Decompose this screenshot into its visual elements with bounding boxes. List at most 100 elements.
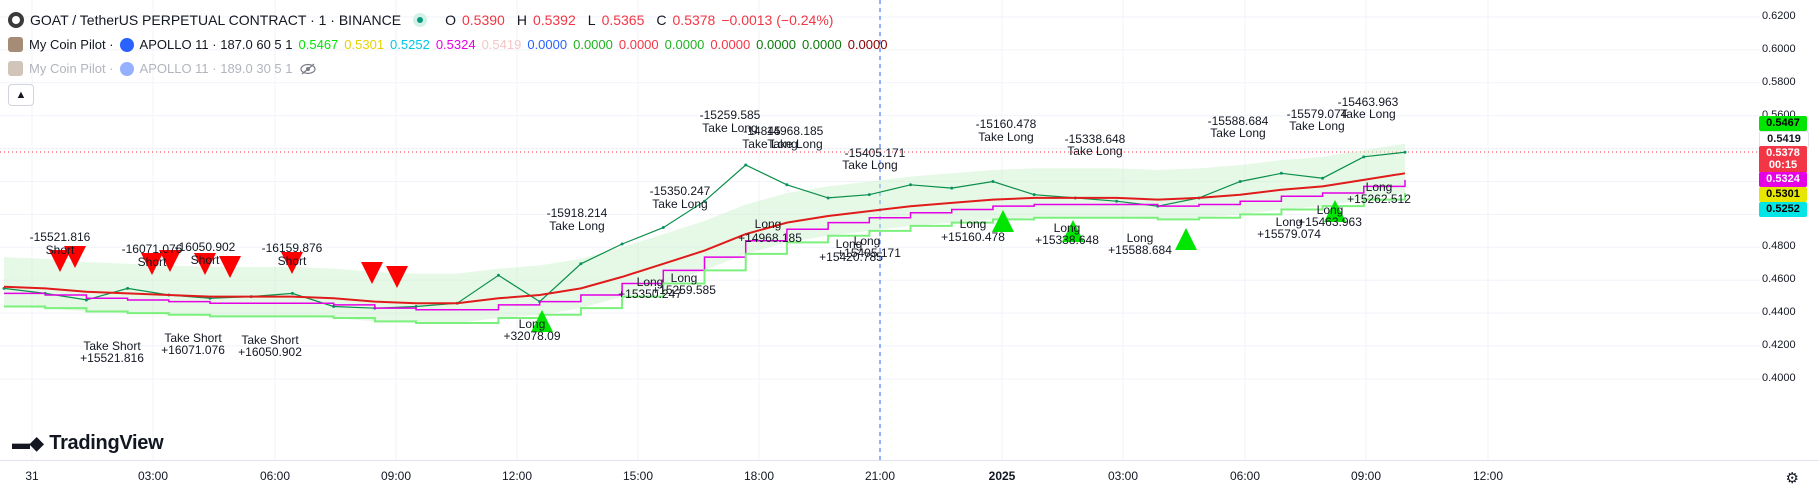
trade-annotation-label: +15588.684	[1108, 243, 1172, 257]
trade-annotation-label: Short	[137, 255, 167, 269]
tradingview-logo[interactable]: ▬◆ TradingView	[12, 432, 164, 455]
trade-annotation-label: +15160.478	[941, 230, 1005, 244]
hidden-eye-icon[interactable]	[299, 63, 317, 75]
trade-annotation-label: -15521.816	[29, 230, 91, 244]
trade-annotation-label: Take Short	[241, 333, 299, 347]
tradingview-logo-text: TradingView	[49, 432, 164, 454]
market-status-icon[interactable]	[413, 13, 428, 27]
chevron-up-icon: ▲	[15, 89, 27, 101]
trade-annotation-label: +16050.902	[238, 345, 302, 359]
time-tick-label: 18:00	[743, 469, 775, 483]
time-tick-label: 15:00	[622, 469, 654, 483]
moving-average-line	[3, 172, 1406, 305]
trade-annotation-label: Take Long	[549, 219, 605, 233]
price-tag: 0.5378	[1759, 146, 1807, 161]
price-tag: 0.5467	[1759, 116, 1807, 131]
price-tick-label: 0.5800	[1762, 75, 1796, 88]
trade-annotation-label: +15350.247	[618, 287, 682, 301]
ohlc-close: 0.5378	[672, 12, 716, 28]
price-tag: 0.5324	[1759, 172, 1807, 187]
trade-annotation-label: +15338.648	[1035, 233, 1099, 247]
time-tick-label: 21:00	[864, 469, 896, 483]
time-tick-label: 03:00	[1107, 469, 1139, 483]
price-chart[interactable]	[0, 0, 1760, 460]
ohlc-low: 0.5365	[601, 12, 645, 28]
trade-annotation-label: Long	[1275, 215, 1303, 229]
trade-annotation-label: Long	[1053, 221, 1081, 235]
collapse-legend-button[interactable]: ▲	[8, 84, 34, 106]
legend-symbol: GOAT / TetherUS PERPETUAL CONTRACT · 1 ·…	[8, 12, 833, 28]
ohlc-change: −0.0013 (−0.24%)	[721, 12, 834, 28]
time-tick-label: 31	[25, 469, 39, 483]
short-signal-marker	[281, 252, 303, 274]
price-tick-label: 0.4600	[1762, 273, 1796, 286]
price-axis[interactable]: 0.62000.60000.58000.56000.54000.52000.50…	[1760, 0, 1819, 460]
indicator-1-value: 0.0000	[618, 37, 659, 52]
trade-annotation-label: Take Short	[83, 339, 141, 353]
price-tick-label: 0.6200	[1762, 10, 1796, 22]
indicator-1-value: 0.0000	[573, 37, 613, 52]
time-axis[interactable]: ⚙ 31 03:00 06:00 09:00 12:00 15:00 18:00 21:00 2…	[0, 460, 1819, 494]
indicator-1-value: 0.5301	[344, 37, 385, 52]
trade-annotation-label: Short	[277, 254, 307, 268]
price-tag: 0.5301	[1759, 187, 1807, 202]
short-signal-marker	[194, 253, 216, 275]
price-tick-label: 0.4000	[1762, 371, 1796, 384]
long-signal-marker	[1324, 200, 1346, 222]
settings-gear-icon[interactable]: ⚙	[1785, 470, 1799, 487]
trade-annotation-label: Long	[670, 271, 698, 285]
apollo-icon	[119, 37, 134, 52]
trade-annotation-label: Take Long	[1340, 107, 1396, 121]
indicator-2-name: My Coin Pilot ·	[29, 61, 114, 76]
trade-annotation-label: Take Long	[652, 197, 708, 211]
ohlc-high: 0.5392	[532, 12, 576, 28]
trade-annotation-label: Take Long	[978, 130, 1034, 144]
ohlc-low-key: L	[587, 12, 596, 28]
time-tick-label: 12:00	[1472, 469, 1504, 483]
trade-annotation-label: -15259.585	[699, 108, 761, 122]
long-signal-marker	[531, 310, 553, 332]
trade-annotation-label: -16050.902	[174, 240, 236, 254]
trade-annotation-label: Long	[1365, 180, 1393, 194]
symbol-title[interactable]: GOAT / TetherUS PERPETUAL CONTRACT · 1 ·…	[30, 12, 402, 28]
trade-annotation-label: +15463.963	[1298, 215, 1362, 229]
legend-indicator-1[interactable]: My Coin Pilot · APOLLO 11 · 187.0 60 5 1…	[8, 37, 893, 52]
trade-annotation-label: -14845	[743, 124, 781, 138]
green-step-line	[4, 193, 1406, 324]
trade-annotation-label: -15463.963	[1337, 95, 1399, 109]
indicator-1-value: 0.0000	[756, 37, 796, 52]
indicator-avatar-icon	[8, 61, 23, 76]
trade-annotation-label: -15338.648	[1064, 132, 1126, 146]
legend-indicator-2[interactable]: My Coin Pilot · APOLLO 11 · 189.0 30 5 1	[8, 61, 317, 76]
time-tick-label: 2025	[988, 469, 1016, 483]
trade-annotation-label: +15262.512	[1347, 192, 1411, 206]
chart-area[interactable]	[0, 0, 1760, 460]
short-signal-marker	[386, 266, 408, 288]
time-tick-label: 12:00	[501, 469, 533, 483]
indicator-1-value: 0.5252	[390, 37, 430, 52]
cloud-band	[4, 143, 1405, 323]
indicator-1-value: 0.5324	[435, 37, 476, 52]
trade-annotation-label: Long	[853, 234, 881, 248]
trade-annotation-label: +15579.074	[1257, 227, 1321, 241]
short-signal-marker	[64, 246, 86, 268]
trade-annotation-label: +32078.09	[503, 329, 561, 343]
time-tick-label: 06:00	[1229, 469, 1261, 483]
indicator-1-value: 0.5467	[298, 37, 339, 52]
indicator-1-value: 0.0000	[710, 37, 751, 52]
trade-annotation-label: Long	[518, 317, 546, 331]
indicator-1-values: 0.5467 0.5301 0.5252 0.5324 0.5419 0.0000 0.00…	[299, 37, 894, 52]
ohlc-high-key: H	[516, 12, 527, 28]
short-signal-marker	[141, 253, 163, 275]
trade-annotation-label: Take Long	[742, 137, 798, 151]
tradingview-logo-icon: ▬◆	[12, 433, 44, 453]
indicator-1-value: 0.0000	[527, 37, 568, 52]
price-tick-label: 0.4400	[1762, 306, 1796, 319]
trade-annotation-label: Long	[636, 275, 664, 289]
trade-annotation-label: Long	[1316, 203, 1344, 217]
indicator-1-script: APOLLO 11 · 187.0 60 5 1	[139, 37, 293, 52]
trade-annotation-label: +15521.816	[80, 351, 144, 365]
trade-annotation-label: -15588.684	[1207, 114, 1269, 128]
trade-annotation-label: Take Long	[767, 137, 823, 151]
trade-annotation-label: 14968.185	[766, 124, 824, 138]
